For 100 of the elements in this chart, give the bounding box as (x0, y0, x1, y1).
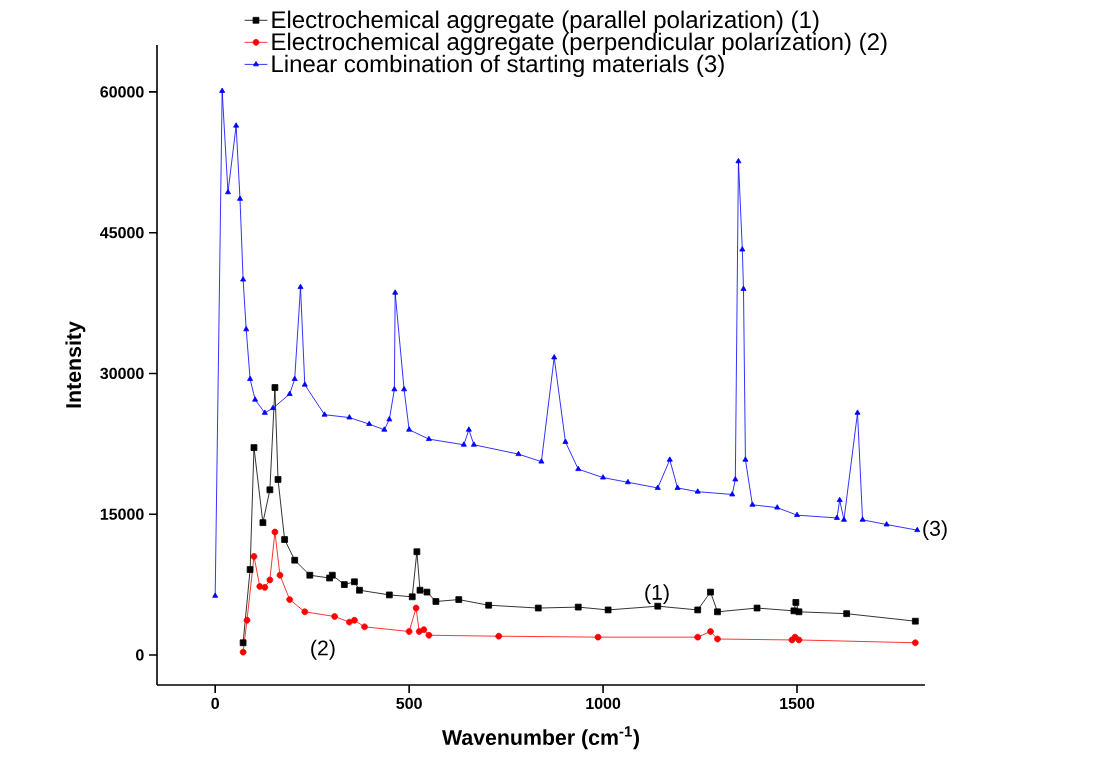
point (470, 441, 477, 447)
point (455, 596, 463, 603)
x-tick-label: 500 (396, 697, 422, 710)
point (674, 484, 681, 490)
point (425, 435, 432, 441)
point (233, 122, 240, 128)
point (250, 444, 258, 451)
point (331, 613, 338, 620)
point (286, 596, 293, 603)
point (794, 511, 800, 518)
point (261, 409, 268, 415)
point (240, 276, 247, 282)
point (742, 456, 749, 462)
y-axis-title: Intensity (65, 321, 86, 408)
point (270, 404, 276, 411)
point (225, 188, 231, 195)
y-tick-label: 45000 (100, 227, 144, 239)
point (624, 478, 631, 485)
point (495, 632, 503, 640)
point (306, 571, 314, 579)
point (401, 386, 408, 392)
point (485, 601, 492, 609)
point (792, 599, 800, 606)
point (460, 441, 467, 447)
x-tick-label: 1500 (780, 697, 815, 710)
point (551, 354, 558, 360)
point (854, 409, 861, 415)
point (883, 521, 890, 527)
point (247, 375, 254, 381)
point (286, 390, 293, 396)
point (356, 586, 363, 594)
point (271, 528, 279, 536)
point (239, 639, 247, 647)
point (694, 488, 701, 494)
point (301, 381, 308, 387)
point (266, 486, 274, 494)
point (212, 592, 219, 598)
y-tick-label: 60000 (100, 86, 144, 98)
x-tick-label: 1000 (586, 697, 621, 710)
point (432, 598, 440, 605)
point (341, 581, 348, 588)
point (562, 438, 569, 444)
point (538, 458, 545, 464)
point (291, 556, 299, 564)
point (271, 384, 279, 391)
point (534, 604, 542, 612)
point (914, 526, 921, 533)
point (420, 626, 428, 633)
point (740, 285, 747, 291)
point (366, 420, 373, 426)
point (834, 514, 840, 520)
point (346, 414, 353, 420)
point (694, 633, 702, 641)
point (386, 591, 393, 599)
point (416, 586, 424, 594)
point (694, 606, 702, 614)
point (774, 504, 781, 510)
point (408, 593, 416, 601)
point (859, 516, 866, 522)
point (259, 519, 267, 526)
point (412, 604, 420, 612)
point (795, 608, 803, 616)
point (604, 606, 612, 614)
point (714, 608, 721, 616)
point (405, 628, 413, 635)
point (351, 616, 358, 624)
point (413, 548, 421, 556)
point (841, 516, 847, 522)
point (297, 283, 304, 289)
point (729, 491, 736, 497)
point (243, 616, 251, 624)
point (575, 465, 582, 472)
legend-label: Linear combination of starting materials (3) (272, 54, 724, 78)
point (465, 426, 472, 432)
point (423, 588, 431, 596)
point (574, 603, 582, 611)
point (594, 633, 602, 641)
point (600, 474, 607, 480)
point (346, 618, 353, 626)
point (276, 571, 284, 579)
point (391, 386, 398, 392)
point (739, 246, 746, 252)
point (795, 636, 803, 644)
point (243, 326, 250, 332)
point (836, 496, 843, 502)
point (239, 648, 247, 656)
point (291, 375, 298, 381)
point (266, 576, 274, 584)
y-tick-label: 15000 (100, 508, 144, 520)
point (261, 584, 269, 591)
point (351, 578, 358, 586)
point (301, 608, 309, 616)
point (911, 639, 919, 647)
point (252, 396, 259, 402)
annotation: (3) (923, 520, 947, 541)
x-axis-title: Wavenumber (cm$^{-1}$) (441, 726, 639, 750)
point (714, 635, 721, 643)
point (386, 416, 393, 422)
point (381, 426, 388, 432)
point (274, 476, 282, 483)
